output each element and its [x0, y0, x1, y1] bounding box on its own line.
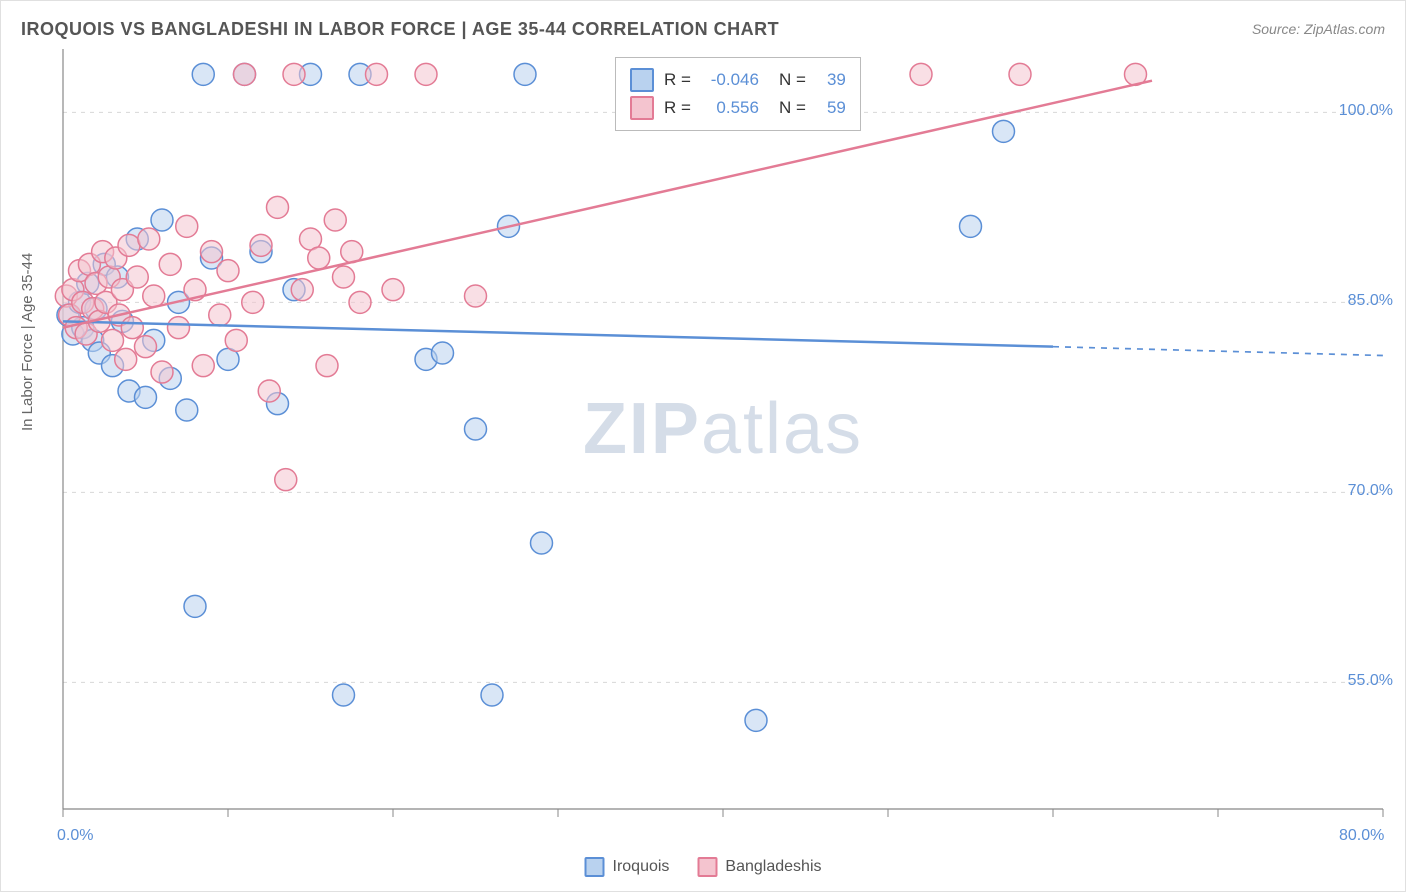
y-tick-label: 85.0%	[1348, 292, 1393, 310]
stats-n-label: N =	[779, 98, 806, 118]
scatter-point	[291, 279, 313, 301]
scatter-point	[324, 209, 346, 231]
scatter-point	[151, 209, 173, 231]
scatter-point	[382, 279, 404, 301]
scatter-point	[192, 355, 214, 377]
scatter-point	[465, 285, 487, 307]
plot-area: ZIPatlas R =-0.046N =39R =0.556N =59	[63, 49, 1383, 809]
scatter-point	[242, 291, 264, 313]
scatter-point	[192, 63, 214, 85]
scatter-point	[135, 336, 157, 358]
scatter-point	[234, 63, 256, 85]
scatter-point	[910, 63, 932, 85]
scatter-point	[159, 253, 181, 275]
scatter-point	[415, 63, 437, 85]
x-tick-label: 80.0%	[1339, 827, 1384, 845]
scatter-point	[465, 418, 487, 440]
scatter-plot-svg	[63, 49, 1383, 809]
scatter-point	[308, 247, 330, 269]
scatter-point	[225, 329, 247, 351]
scatter-point	[126, 266, 148, 288]
scatter-point	[993, 120, 1015, 142]
trend-line	[63, 321, 1053, 346]
scatter-point	[151, 361, 173, 383]
y-axis-label: In Labor Force | Age 35-44	[19, 253, 36, 431]
scatter-point	[275, 469, 297, 491]
scatter-point	[184, 595, 206, 617]
legend-item: Bangladeshis	[697, 857, 821, 877]
scatter-point	[316, 355, 338, 377]
scatter-point	[138, 228, 160, 250]
stats-r-label: R =	[664, 98, 691, 118]
scatter-point	[333, 266, 355, 288]
y-tick-label: 70.0%	[1348, 482, 1393, 500]
legend-item: Iroquois	[585, 857, 670, 877]
stats-n-label: N =	[779, 70, 806, 90]
legend: Iroquois Bangladeshis	[585, 857, 822, 877]
scatter-point	[217, 260, 239, 282]
scatter-point	[514, 63, 536, 85]
scatter-point	[121, 317, 143, 339]
stats-r-label: R =	[664, 70, 691, 90]
x-tick-label: 0.0%	[57, 827, 93, 845]
y-tick-label: 100.0%	[1339, 102, 1393, 120]
scatter-point	[481, 684, 503, 706]
legend-swatch	[585, 857, 605, 877]
scatter-point	[176, 399, 198, 421]
scatter-point	[349, 291, 371, 313]
scatter-point	[115, 348, 137, 370]
stats-swatch	[630, 68, 654, 92]
scatter-point	[118, 234, 140, 256]
scatter-point	[201, 241, 223, 263]
y-tick-label: 55.0%	[1348, 672, 1393, 690]
scatter-point	[283, 63, 305, 85]
scatter-point	[1009, 63, 1031, 85]
scatter-point	[531, 532, 553, 554]
correlation-stats-box: R = -0.046 N = 39 R = 0.556 N = 59	[615, 57, 861, 131]
scatter-point	[176, 215, 198, 237]
scatter-point	[745, 709, 767, 731]
scatter-point	[432, 342, 454, 364]
scatter-point	[250, 234, 272, 256]
scatter-point	[267, 196, 289, 218]
stats-r-value: 0.556	[701, 98, 759, 118]
legend-label: Bangladeshis	[725, 858, 821, 876]
scatter-point	[366, 63, 388, 85]
chart-container: IROQUOIS VS BANGLADESHI IN LABOR FORCE |…	[0, 0, 1406, 892]
scatter-point	[135, 386, 157, 408]
stats-n-value: 39	[816, 70, 846, 90]
scatter-point	[168, 317, 190, 339]
source-attribution: Source: ZipAtlas.com	[1252, 21, 1385, 37]
chart-title: IROQUOIS VS BANGLADESHI IN LABOR FORCE |…	[21, 19, 779, 40]
scatter-point	[143, 285, 165, 307]
stats-swatch	[630, 96, 654, 120]
legend-swatch	[697, 857, 717, 877]
scatter-point	[333, 684, 355, 706]
trend-line	[63, 81, 1152, 328]
legend-label: Iroquois	[613, 858, 670, 876]
stats-n-value: 59	[816, 98, 846, 118]
scatter-point	[102, 329, 124, 351]
scatter-point	[258, 380, 280, 402]
stats-row: R = 0.556 N = 59	[630, 94, 846, 122]
scatter-point	[209, 304, 231, 326]
stats-row: R = -0.046 N = 39	[630, 66, 846, 94]
scatter-point	[960, 215, 982, 237]
trend-line-extrapolated	[1053, 347, 1383, 356]
stats-r-value: -0.046	[701, 70, 759, 90]
